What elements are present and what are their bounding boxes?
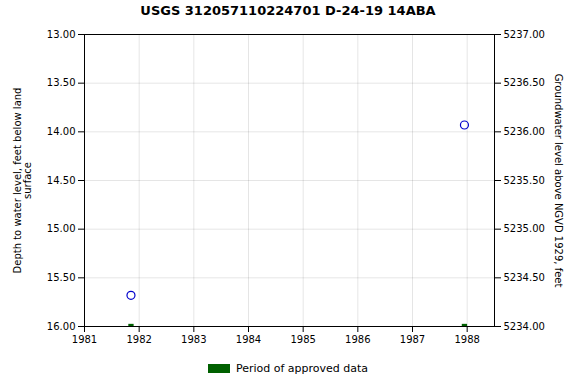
svg-text:1984: 1984 (236, 334, 261, 345)
svg-text:5237.00: 5237.00 (504, 29, 545, 40)
svg-text:15.00: 15.00 (47, 223, 76, 234)
svg-text:1981: 1981 (72, 334, 97, 345)
svg-text:13.00: 13.00 (47, 29, 76, 40)
svg-text:5235.50: 5235.50 (504, 175, 545, 186)
svg-text:Groundwater level above NGVD 1: Groundwater level above NGVD 1929, feet (553, 74, 564, 288)
html-text:USGS 312057110224701 D-24-19 1: USGS 312057110224701 D-24-19 14ABA (140, 3, 436, 18)
svg-text:5234.50: 5234.50 (504, 272, 545, 283)
html-text:Period of approved data: Period of approved data (235, 361, 369, 375)
svg-text:1988: 1988 (454, 334, 479, 345)
svg-text:5234.00: 5234.00 (504, 321, 545, 332)
svg-text:1982: 1982 (126, 334, 151, 345)
svg-text:5236.00: 5236.00 (504, 126, 545, 137)
svg-text:13.50: 13.50 (47, 77, 76, 88)
svg-text:1987: 1987 (400, 334, 425, 345)
svg-text:15.50: 15.50 (47, 272, 76, 283)
svg-text:5235.00: 5235.00 (504, 223, 545, 234)
svg-text:1983: 1983 (181, 334, 206, 345)
svg-text:14.00: 14.00 (47, 126, 76, 137)
svg-text:1985: 1985 (290, 334, 315, 345)
svg-text:5236.50: 5236.50 (504, 77, 545, 88)
svg-text:Depth to water level, feet bel: Depth to water level, feet below landsur… (12, 88, 33, 274)
svg-text:14.50: 14.50 (47, 175, 76, 186)
svg-text:1986: 1986 (345, 334, 370, 345)
svg-text:16.00: 16.00 (47, 321, 76, 332)
